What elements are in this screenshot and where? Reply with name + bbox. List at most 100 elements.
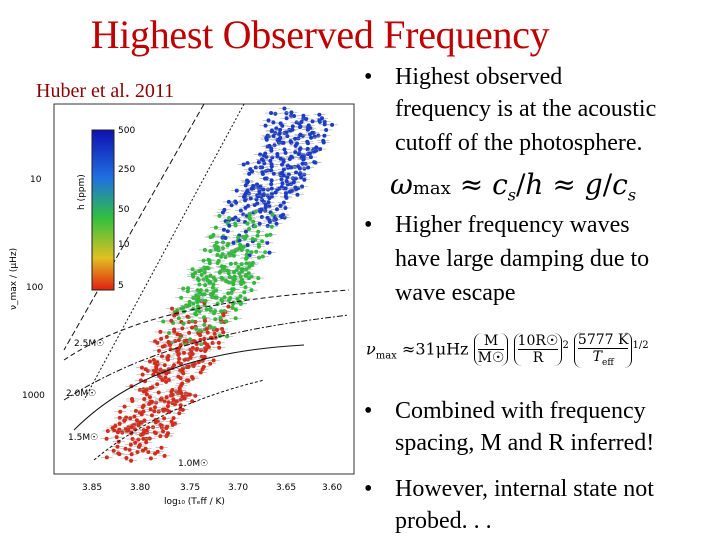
data-point	[308, 155, 313, 160]
data-point	[123, 446, 128, 451]
data-point	[274, 207, 279, 212]
data-point	[295, 192, 300, 197]
data-point	[194, 308, 199, 313]
data-point	[129, 458, 134, 463]
slide-title: Highest Observed Frequency	[90, 12, 550, 57]
data-point	[195, 304, 200, 309]
data-point	[299, 175, 304, 180]
data-point	[158, 329, 163, 334]
data-point	[130, 399, 135, 404]
data-point	[322, 119, 327, 124]
data-point	[136, 423, 141, 428]
data-point	[193, 270, 198, 275]
data-point	[210, 341, 215, 346]
data-point	[269, 191, 274, 196]
data-point	[273, 217, 278, 222]
data-point	[180, 407, 185, 412]
data-point	[202, 315, 207, 320]
data-point	[194, 347, 199, 352]
data-point	[174, 399, 179, 404]
data-point	[164, 379, 169, 384]
data-point	[147, 359, 152, 364]
data-point	[203, 298, 208, 303]
data-point	[241, 162, 246, 167]
data-point	[221, 227, 226, 232]
data-point	[178, 361, 183, 366]
data-point	[169, 306, 174, 311]
data-point	[233, 261, 238, 266]
data-point	[285, 134, 290, 139]
data-point	[324, 128, 329, 133]
huber-figure: 500 250 50 10 5 h (ppm) 10 100 1000 ν_ma…	[9, 103, 355, 507]
data-point	[114, 435, 119, 440]
data-point	[245, 221, 250, 226]
data-point	[182, 357, 187, 362]
data-point	[185, 314, 190, 319]
data-point	[283, 205, 288, 210]
data-point	[158, 397, 163, 402]
data-point	[230, 287, 235, 292]
data-point	[191, 364, 196, 369]
data-point	[318, 147, 323, 152]
data-point	[287, 190, 292, 195]
data-point	[217, 213, 222, 218]
data-point	[231, 282, 236, 287]
data-point	[289, 165, 294, 170]
data-point	[269, 162, 274, 167]
data-point	[128, 416, 133, 421]
data-point	[237, 246, 242, 251]
data-point	[294, 120, 299, 125]
data-point	[223, 255, 228, 260]
data-point	[217, 270, 222, 275]
track-label-3: 1.0M☉	[178, 459, 208, 469]
data-point	[162, 453, 167, 458]
data-point	[181, 305, 186, 310]
data-point	[264, 169, 269, 174]
data-point	[213, 309, 218, 314]
data-point	[124, 456, 129, 461]
data-point	[292, 113, 297, 118]
data-point	[159, 445, 164, 450]
data-point	[261, 193, 266, 198]
data-point	[278, 156, 283, 161]
data-point	[251, 219, 256, 224]
data-point	[191, 274, 196, 279]
data-point	[281, 200, 286, 205]
data-point	[253, 224, 258, 229]
data-point	[205, 278, 210, 283]
data-point	[314, 148, 319, 153]
data-point	[195, 276, 200, 281]
data-point	[208, 306, 213, 311]
data-point	[153, 361, 158, 366]
data-point	[132, 422, 137, 427]
data-point	[243, 205, 248, 210]
data-point	[198, 289, 203, 294]
data-point	[176, 316, 181, 321]
data-point	[199, 268, 204, 273]
data-point	[241, 234, 246, 239]
data-point	[182, 396, 187, 401]
data-point	[151, 358, 156, 363]
data-point	[177, 411, 182, 416]
x-tick-1: 3.80	[130, 483, 150, 493]
data-point	[203, 347, 208, 352]
data-point	[180, 366, 185, 371]
data-point	[130, 437, 135, 442]
data-point	[113, 423, 118, 428]
data-point	[259, 214, 264, 219]
data-point	[249, 250, 254, 255]
data-point	[157, 348, 162, 353]
data-point	[144, 387, 149, 392]
data-point	[154, 367, 159, 372]
data-point	[249, 262, 254, 267]
data-point	[227, 223, 232, 228]
data-point	[160, 354, 165, 359]
data-point	[282, 106, 287, 111]
data-point	[204, 326, 209, 331]
data-point	[179, 383, 184, 388]
data-point	[296, 136, 301, 141]
data-point	[301, 156, 306, 161]
data-point	[284, 111, 289, 116]
data-point	[181, 321, 186, 326]
data-point	[284, 116, 289, 121]
